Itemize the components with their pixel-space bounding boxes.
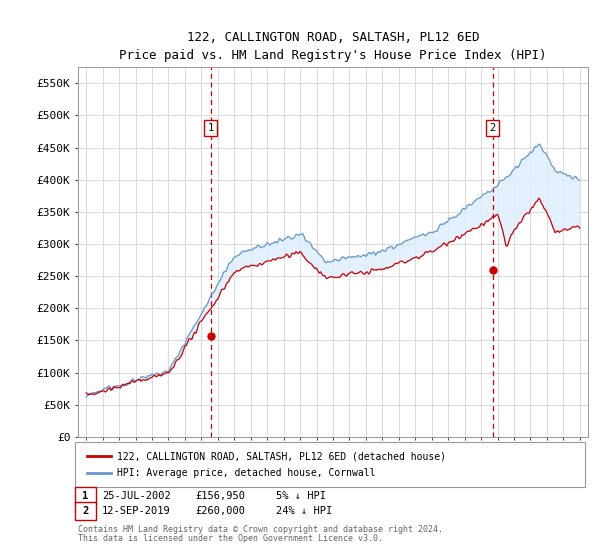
Text: 1: 1 [82, 491, 89, 501]
Text: 5% ↓ HPI: 5% ↓ HPI [276, 491, 326, 501]
Text: Contains HM Land Registry data © Crown copyright and database right 2024.: Contains HM Land Registry data © Crown c… [78, 525, 443, 534]
Text: 122, CALLINGTON ROAD, SALTASH, PL12 6ED (detached house): 122, CALLINGTON ROAD, SALTASH, PL12 6ED … [117, 451, 446, 461]
Text: 25-JUL-2002: 25-JUL-2002 [102, 491, 171, 501]
Text: £260,000: £260,000 [195, 506, 245, 516]
Text: 1: 1 [208, 123, 214, 133]
Text: 24% ↓ HPI: 24% ↓ HPI [276, 506, 332, 516]
Title: 122, CALLINGTON ROAD, SALTASH, PL12 6ED
Price paid vs. HM Land Registry's House : 122, CALLINGTON ROAD, SALTASH, PL12 6ED … [119, 31, 547, 62]
Text: 12-SEP-2019: 12-SEP-2019 [102, 506, 171, 516]
Text: £156,950: £156,950 [195, 491, 245, 501]
Text: 2: 2 [82, 506, 89, 516]
Text: This data is licensed under the Open Government Licence v3.0.: This data is licensed under the Open Gov… [78, 534, 383, 543]
Text: HPI: Average price, detached house, Cornwall: HPI: Average price, detached house, Corn… [117, 468, 376, 478]
Text: 2: 2 [490, 123, 496, 133]
